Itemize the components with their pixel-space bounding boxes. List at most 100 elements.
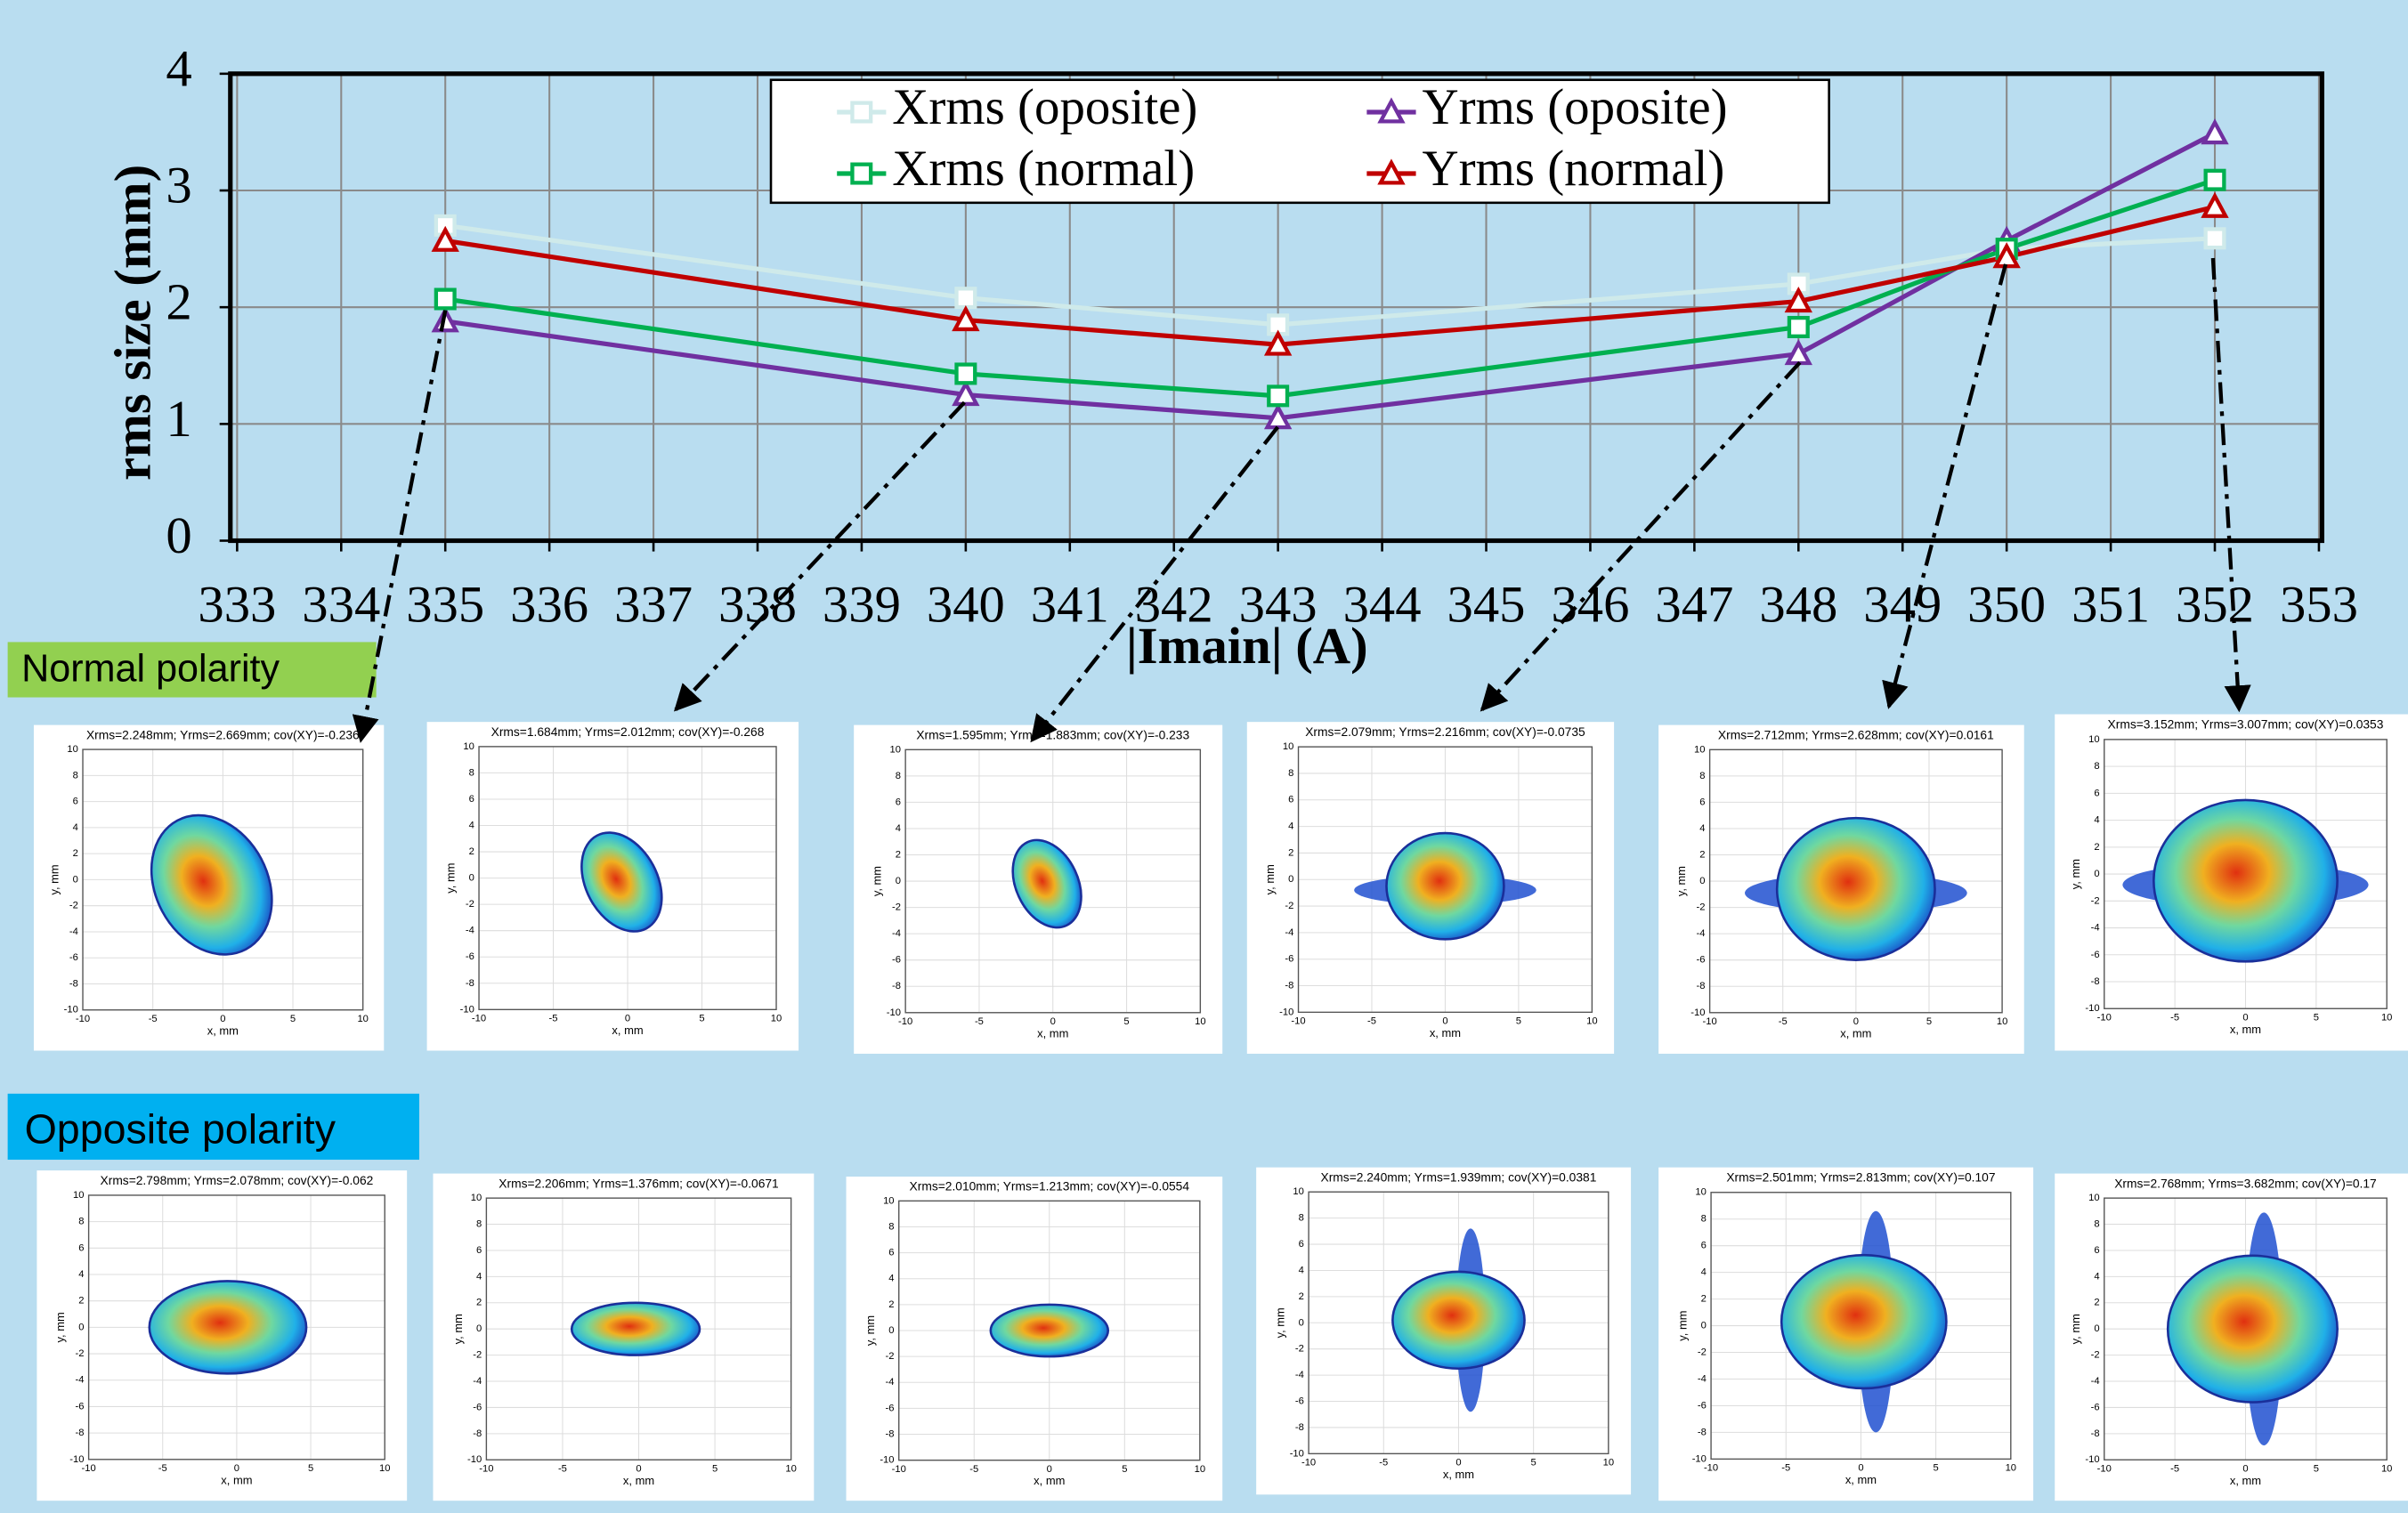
panel-y-tick-label: 6 <box>896 797 901 807</box>
panel-y-tick-label: -6 <box>892 955 901 966</box>
x-tick-label: 348 <box>1759 576 1837 634</box>
panel-x-label: x, mm <box>2230 1474 2261 1487</box>
panel-y-tick-label: -2 <box>473 1350 482 1361</box>
panel-x-tick-label: -10 <box>892 1464 906 1475</box>
panel-y-tick-label: -8 <box>1285 981 1293 991</box>
beam-spot <box>1392 1272 1524 1369</box>
panel-y-tick-label: -2 <box>1285 901 1293 911</box>
panel-y-tick-label: -2 <box>2091 1350 2100 1361</box>
panel-title: Xrms=2.712mm; Yrms=2.628mm; cov(XY)=0.01… <box>1718 728 1994 741</box>
x-tick-label: 337 <box>614 576 693 634</box>
panel-x-tick-label: -5 <box>969 1464 978 1475</box>
panel-y-tick-label: 10 <box>1694 744 1705 755</box>
panel-y-tick-label: -4 <box>69 926 78 937</box>
x-tick-label: 350 <box>1967 576 2046 634</box>
panel-y-tick-label: 10 <box>883 1195 894 1206</box>
panel-x-label: x, mm <box>1037 1026 1068 1040</box>
panel-title: Xrms=2.248mm; Yrms=2.669mm; cov(XY)=-0.2… <box>86 728 360 741</box>
panel-y-tick-label: 4 <box>896 823 901 834</box>
panel-x-tick-label: -10 <box>76 1014 90 1024</box>
panel-y-tick-label: -6 <box>1698 1400 1707 1411</box>
panel-y-tick-label: -4 <box>1295 1370 1304 1380</box>
panel-y-tick-label: 4 <box>2094 1271 2099 1282</box>
x-tick-label: 353 <box>2280 576 2358 634</box>
beam-spot <box>1386 833 1504 939</box>
panel-y-tick-label: 2 <box>888 1299 894 1310</box>
panel-x-tick-label: -5 <box>149 1014 158 1024</box>
panel-y-tick-label: -2 <box>1698 1347 1707 1357</box>
panel-y-tick-label: -6 <box>1295 1396 1304 1406</box>
panel-x-tick-label: 10 <box>2381 1013 2392 1024</box>
panel-x-tick-label: 5 <box>1516 1016 1521 1027</box>
panel-y-label: y, mm <box>1675 1310 1689 1340</box>
marker <box>436 290 455 309</box>
panel-y-tick-label: -6 <box>2091 950 2100 960</box>
page: Normal polarity Opposite polarity 012343… <box>0 0 2408 1513</box>
panel-x-tick-label: 0 <box>1050 1016 1056 1027</box>
panel-x-tick-label: 10 <box>785 1464 796 1475</box>
panel-title: Xrms=1.684mm; Yrms=2.012mm; cov(XY)=-0.2… <box>491 725 765 739</box>
panel-title: Xrms=1.595mm; Yrms=1.883mm; cov(XY)=-0.2… <box>916 728 1189 741</box>
panel-x-label: x, mm <box>1034 1474 1065 1487</box>
x-tick-label: 335 <box>406 576 484 634</box>
panel-x-tick-label: 5 <box>712 1464 718 1475</box>
panel-x-tick-label: 10 <box>2006 1463 2016 1474</box>
panel-x-label: x, mm <box>623 1474 654 1487</box>
panel-y-tick-label: -4 <box>886 1377 895 1388</box>
panel-x-tick-label: 5 <box>699 1014 704 1024</box>
panel-y-tick-label: 10 <box>471 1193 482 1203</box>
panel-x-tick-label: 0 <box>1455 1458 1461 1468</box>
beam-spot <box>572 1303 700 1355</box>
panel-y-tick-label: 8 <box>1699 771 1705 781</box>
panel-y-tick-label: 8 <box>78 1217 84 1227</box>
beam-spot <box>2168 1256 2337 1403</box>
panel-y-tick-label: -8 <box>2091 1428 2100 1439</box>
panel-y-tick-label: -2 <box>892 902 901 913</box>
panel-y-tick-label: 0 <box>78 1322 84 1332</box>
panel-x-tick-label: 0 <box>1858 1463 1863 1474</box>
y-tick-label: 0 <box>166 506 191 564</box>
panel-x-tick-label: 10 <box>1586 1016 1597 1027</box>
panel-x-label: x, mm <box>1430 1026 1461 1040</box>
panel-x-label: x, mm <box>221 1473 252 1486</box>
panel-y-tick-label: -4 <box>1698 1373 1707 1384</box>
panel-y-tick-label: -2 <box>1696 902 1705 913</box>
panel-y-tick-label: -6 <box>473 1402 482 1412</box>
panel-x-tick-label: 5 <box>1122 1464 1127 1475</box>
marker <box>1269 387 1287 406</box>
panel-y-tick-label: 0 <box>469 873 474 884</box>
panel-y-label: y, mm <box>443 862 457 893</box>
x-tick-label: 349 <box>1863 576 1942 634</box>
panel-x-tick-label: 0 <box>234 1463 239 1474</box>
panel-y-tick-label: 4 <box>73 822 78 833</box>
panel-title: Xrms=2.206mm; Yrms=1.376mm; cov(XY)=-0.0… <box>499 1177 778 1190</box>
panel-y-tick-label: -8 <box>1696 981 1705 991</box>
panel-y-tick-label: 2 <box>896 849 901 860</box>
panel-y-tick-label: -2 <box>466 899 474 910</box>
panel-x-tick-label: -10 <box>1703 1016 1717 1027</box>
legend: Xrms (oposite)Yrms (oposite)Xrms (normal… <box>771 79 1829 203</box>
beam-panel: Xrms=2.206mm; Yrms=1.376mm; cov(XY)=-0.0… <box>433 1174 814 1501</box>
panel-y-tick-label: 0 <box>888 1325 894 1336</box>
beam-spot <box>991 1305 1108 1356</box>
x-tick-label: 341 <box>1031 576 1109 634</box>
panel-y-tick-label: 10 <box>2088 734 2099 745</box>
panel-y-tick-label: 4 <box>888 1274 894 1284</box>
panel-y-tick-label: -6 <box>2091 1402 2100 1412</box>
panel-y-tick-label: -6 <box>466 951 474 962</box>
panel-y-tick-label: 4 <box>2094 815 2099 826</box>
panel-y-label: y, mm <box>1263 864 1277 894</box>
panel-y-tick-label: 6 <box>1288 795 1293 805</box>
panel-y-tick-label: 2 <box>1701 1294 1707 1305</box>
panel-x-tick-label: 10 <box>771 1014 782 1024</box>
panel-y-tick-label: -2 <box>75 1348 84 1359</box>
panel-title: Xrms=3.152mm; Yrms=3.007mm; cov(XY)=0.03… <box>2108 717 2384 731</box>
panel-x-tick-label: -5 <box>558 1464 567 1475</box>
panel-y-tick-label: 8 <box>896 771 901 781</box>
panel-x-tick-label: 0 <box>220 1014 225 1024</box>
panel-x-tick-label: -5 <box>2170 1464 2179 1475</box>
panel-y-tick-label: -8 <box>886 1429 895 1440</box>
opposite-label: Opposite polarity <box>25 1105 336 1152</box>
legend-marker <box>852 165 871 183</box>
panel-x-tick-label: -5 <box>549 1014 558 1024</box>
